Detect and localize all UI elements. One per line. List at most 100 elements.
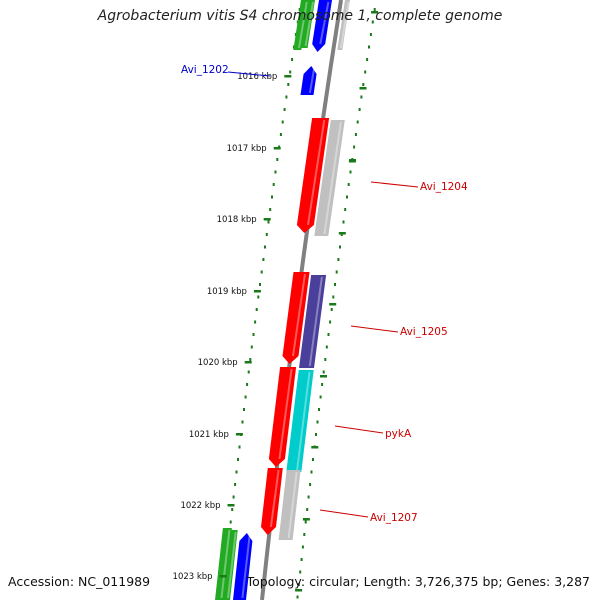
tick-mark-left <box>235 433 243 436</box>
guide-dot-right <box>315 433 317 436</box>
guide-dot-right <box>339 245 341 249</box>
guide-dot-right <box>360 95 363 99</box>
gene-red-1205a-highlight <box>292 273 306 357</box>
gene-label: pykA <box>385 428 412 440</box>
guide-dot-left <box>279 133 282 136</box>
gene-avi-1202-highlight <box>308 67 316 94</box>
gene-avi-1205-highlight <box>308 276 323 367</box>
gene-label-leader <box>350 325 399 333</box>
guide-dot-right <box>349 170 352 174</box>
guide-dot-left <box>267 220 270 224</box>
guide-dot-right <box>307 495 310 499</box>
guide-dot-right <box>347 183 350 186</box>
gene-blue-top-highlight <box>319 1 330 45</box>
tick-label: 1016 kbp <box>237 72 277 82</box>
tick-label: 1018 kbp <box>217 215 257 225</box>
tick-label: 1020 kbp <box>198 358 238 368</box>
guide-dot-right <box>299 570 302 574</box>
gene-label-leader <box>334 425 384 434</box>
guide-dot-left <box>269 208 272 211</box>
guide-dot-left <box>234 483 237 486</box>
gene-red-1205a <box>282 272 310 364</box>
gene-avi-1205 <box>299 275 327 368</box>
guide-dot-left <box>287 83 290 86</box>
guide-dot-left <box>250 345 253 349</box>
tick-mark-left <box>284 75 292 78</box>
guide-dot-right <box>310 470 313 474</box>
genes-layer <box>215 0 350 600</box>
guide-dot-left <box>283 108 286 111</box>
guide-dot-right <box>306 508 309 511</box>
gene-red-1207a <box>261 468 283 535</box>
guide-dot-right <box>325 345 328 349</box>
guide-dot-left <box>247 370 250 374</box>
guide-dot-left <box>274 170 277 174</box>
guide-dot-left <box>246 383 249 386</box>
gene-pyka <box>286 370 314 472</box>
accession-text: Accession: NC_011989 <box>8 574 151 589</box>
guide-dot-left <box>255 308 258 311</box>
guide-dot-right <box>344 208 347 211</box>
gene-pyka-highlight <box>296 371 311 471</box>
gene-avi-1202 <box>300 66 317 95</box>
gene-red-1204a-highlight <box>307 119 326 226</box>
guide-dot-left <box>276 158 279 161</box>
gene-avi-1207 <box>278 470 301 540</box>
guide-dot-right <box>303 533 306 536</box>
topology-text: Topology: circular; Length: 3,726,375 bp… <box>246 574 590 589</box>
gene-green-bottom <box>215 528 232 600</box>
guide-dot-left <box>243 408 245 411</box>
tick-mark-right <box>329 303 337 306</box>
tick-label: 1021 kbp <box>189 430 229 440</box>
guide-dot-right <box>319 395 322 399</box>
gene-label: Avi_1205 <box>400 326 448 338</box>
gene-green-bottom-2 <box>223 530 238 600</box>
guide-dot-right <box>373 8 376 11</box>
tick-mark-left <box>253 290 261 293</box>
tick-label: 1022 kbp <box>180 501 220 511</box>
gene-green-top-2-highlight <box>304 1 314 47</box>
guide-dot-right <box>364 70 367 74</box>
gene-labels-layer: Avi_1202 Avi_1204 Avi_1205 pykA Avi_1207 <box>181 64 468 524</box>
guide-dot-left <box>257 295 260 299</box>
guide-dot-right <box>304 520 307 524</box>
gene-green-bottom-2-highlight <box>227 531 237 599</box>
tick-label: 1017 kbp <box>227 144 267 154</box>
guide-dot-right <box>318 408 320 411</box>
guide-dot-right <box>332 295 335 299</box>
gene-green-top-highlight <box>298 1 308 49</box>
guide-dot-left <box>289 70 292 74</box>
guide-dot-right <box>321 383 324 386</box>
guide-dot-left <box>291 58 294 61</box>
guide-dot-left <box>241 420 244 424</box>
tick-mark-left <box>219 575 227 578</box>
gene-red-1204a <box>296 118 330 233</box>
gene-green-top <box>293 0 309 50</box>
guide-dot-left <box>249 358 252 361</box>
guide-dot-left <box>285 95 288 99</box>
guide-dot-left <box>238 445 241 449</box>
guide-dot-right <box>335 270 338 274</box>
gene-label: Avi_1207 <box>370 512 418 524</box>
guide-dot-left <box>264 245 266 249</box>
guide-dot-left <box>265 233 268 236</box>
guide-dot-left <box>252 333 255 336</box>
gene-red-1207a-highlight <box>269 469 280 528</box>
guide-dot-right <box>316 420 319 424</box>
tick-mark-right <box>302 518 310 521</box>
guide-dot-left <box>272 183 275 186</box>
guide-dot-right <box>297 583 300 586</box>
guide-dot-left <box>254 320 257 324</box>
guide-dot-right <box>354 133 357 136</box>
tick-mark-left <box>227 504 235 507</box>
gene-green-bottom-highlight <box>220 529 231 599</box>
gene-label-leader <box>370 181 419 188</box>
guide-dot-left <box>259 283 261 286</box>
guide-dot-right <box>334 283 336 286</box>
guide-dot-right <box>312 458 314 461</box>
gene-red-pyka-a-highlight <box>278 368 293 460</box>
guide-dot-right <box>309 483 312 486</box>
guide-dot-right <box>329 320 332 324</box>
tick-mark-right <box>295 589 303 592</box>
